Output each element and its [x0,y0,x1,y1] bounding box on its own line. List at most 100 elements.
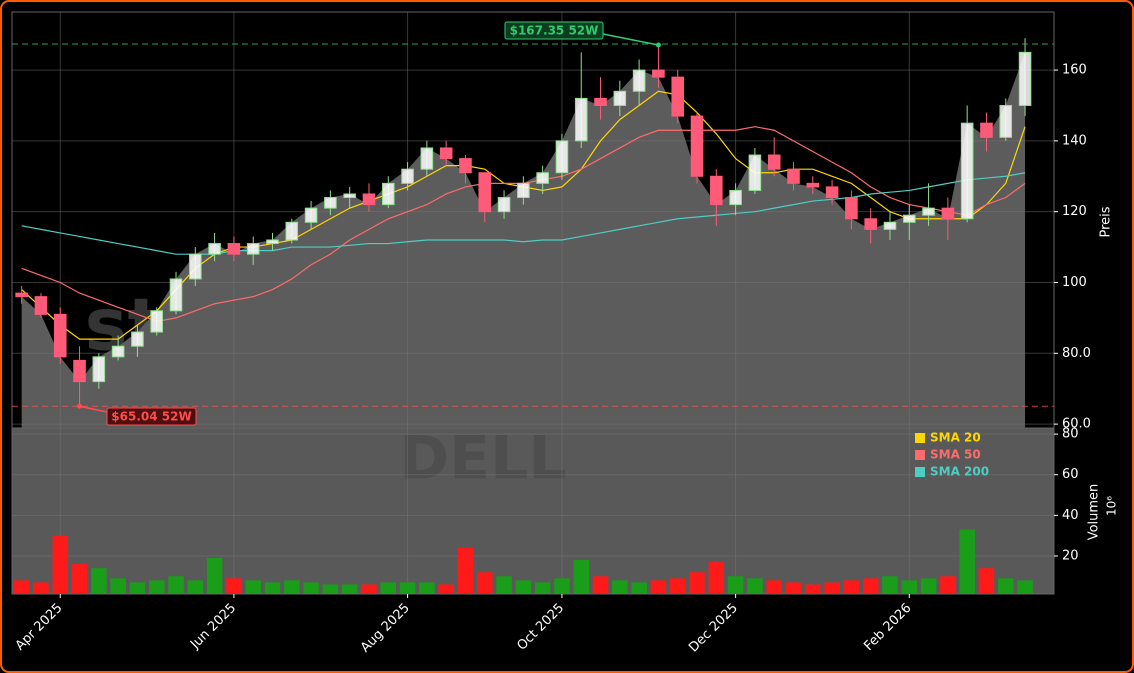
volume-bar [515,580,532,594]
y-tick-label: 160 [1062,63,1087,78]
y-axis-label: Volumen [1087,484,1102,541]
volume-bar [940,576,956,594]
candle-body [883,221,897,230]
y-tick-label: 140 [1062,133,1087,148]
candle-body [169,278,183,312]
volume-bar [303,582,319,594]
volume-bar [1017,580,1033,594]
volume-bar [226,578,242,594]
y-tick-label: 80 [1062,427,1079,442]
volume-bar [13,580,30,594]
annotation-box [504,21,604,40]
y-tick-label: 60.0 [1062,417,1091,432]
annotation-box [106,407,197,426]
volume-bar [612,580,628,594]
volume-bar [766,580,782,594]
candle-body [343,193,356,199]
candle-body [304,207,318,223]
volume-bar [689,572,705,594]
candle-body [613,90,627,106]
annotation-arrow [602,33,659,46]
volume-bar [187,580,204,594]
annotation-label: $167.35 52W [510,24,599,38]
volume-bar [862,578,879,594]
candle-body [420,147,434,170]
volume-bar [901,580,917,594]
volume-bar [361,584,377,594]
candle-body [1018,51,1032,106]
candle-body [555,140,569,174]
volume-bar [785,582,802,594]
candle-body [632,69,646,92]
volume-bar [110,578,126,594]
volume-bar [457,547,474,594]
volume-bar [33,582,49,594]
candle-body [902,214,916,223]
volume-bar [264,582,281,594]
volume-bar [91,568,107,594]
candle-body [478,172,492,213]
volume-bar [882,576,898,594]
candle-body [362,193,376,206]
volume-bar [380,582,396,594]
volume-bar [534,582,551,594]
candle-body [401,168,414,184]
candle-body [92,356,106,383]
candle-body [845,197,858,220]
candle-body [459,158,472,174]
candle-body [941,207,955,220]
sma-line [21,172,1026,255]
volume-bar [554,578,570,594]
y-axis-scale: 10⁶ [1105,496,1119,516]
candle-body [266,239,279,245]
candle-body [748,154,762,191]
candle-body [710,175,723,206]
candle-body [497,197,511,213]
candle-body [652,69,665,78]
y-tick-label: 40 [1062,508,1079,523]
candle-body [787,168,800,184]
volume-bar [206,558,223,594]
volume-bar [843,580,860,594]
candle-body [381,182,395,206]
candle-body [864,218,877,230]
volume-bar [708,562,725,594]
candle-body [131,331,144,347]
candle-body [671,76,685,117]
candle-body [825,186,839,199]
legend-swatch [915,450,925,460]
candle-body [806,182,820,188]
candle-body [15,292,28,298]
candle-body [439,147,453,160]
candle-body [767,154,781,170]
volume-bar [978,568,995,594]
candle-body [53,313,67,358]
volume-bar [998,578,1014,594]
volume-bar [920,578,937,594]
y-tick-label: 100 [1062,275,1087,290]
watermark: DELL [399,424,566,494]
volume-bar [650,580,667,594]
annotation-arrowhead [655,42,661,48]
candle-body [189,253,202,280]
candle-body [594,97,607,106]
volume-bar [573,560,589,594]
volume-bar [727,576,744,594]
legend-swatch [915,467,925,477]
y-tick-label: 20 [1062,549,1079,564]
candle-body [999,104,1013,138]
volume-bar [438,584,454,594]
volume-bar [824,582,840,594]
volume-bar [322,584,339,594]
candle-body [34,296,48,315]
volume-bar [245,580,261,594]
candle-body [922,207,935,216]
volume-bar [805,584,821,594]
y-axis-label: Preis [1099,206,1114,237]
y-tick-label: 80.0 [1062,346,1091,361]
legend-label: SMA 20 [930,431,981,445]
candle-body [285,221,299,241]
volume-bar [284,580,300,594]
